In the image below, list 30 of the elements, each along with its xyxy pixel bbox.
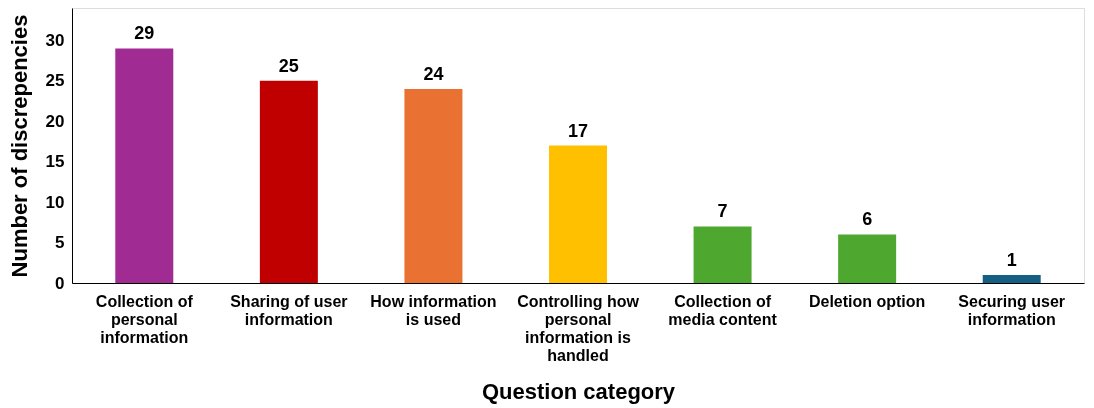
y-tick-label: 0 [55,273,65,293]
data-label: 7 [717,201,728,222]
bar [549,145,607,283]
bar [404,88,463,283]
y-tick-label: 30 [45,30,65,50]
y-tick-label: 5 [55,233,65,253]
y-axis-title: Number of discrepencies [6,14,32,278]
x-tick-label: How information is used [370,292,497,328]
data-label: 6 [862,209,873,230]
bar [838,234,897,283]
x-tick-label: Controlling how personal information is handled [517,292,640,364]
x-axis-title: Question category [481,378,676,404]
data-label: 29 [134,23,155,44]
bar [259,80,318,283]
x-tick-label: Collection of media content [668,292,778,328]
bar [115,48,174,283]
y-tick-label: 10 [45,192,65,212]
data-label: 25 [278,55,299,76]
bar [982,274,1041,283]
x-tick-label: Securing user information [958,292,1066,328]
y-tick-label: 20 [45,111,65,131]
y-tick-label: 15 [45,152,65,172]
x-tick-label: Collection of personal information [95,292,194,346]
x-tick-label: Sharing of user information [230,292,348,328]
data-label: 24 [423,63,444,84]
y-tick-label: 25 [45,71,65,91]
data-label: 17 [567,120,589,141]
bar [693,226,752,283]
data-label: 1 [1006,249,1017,270]
x-tick-label: Deletion option [808,292,926,310]
